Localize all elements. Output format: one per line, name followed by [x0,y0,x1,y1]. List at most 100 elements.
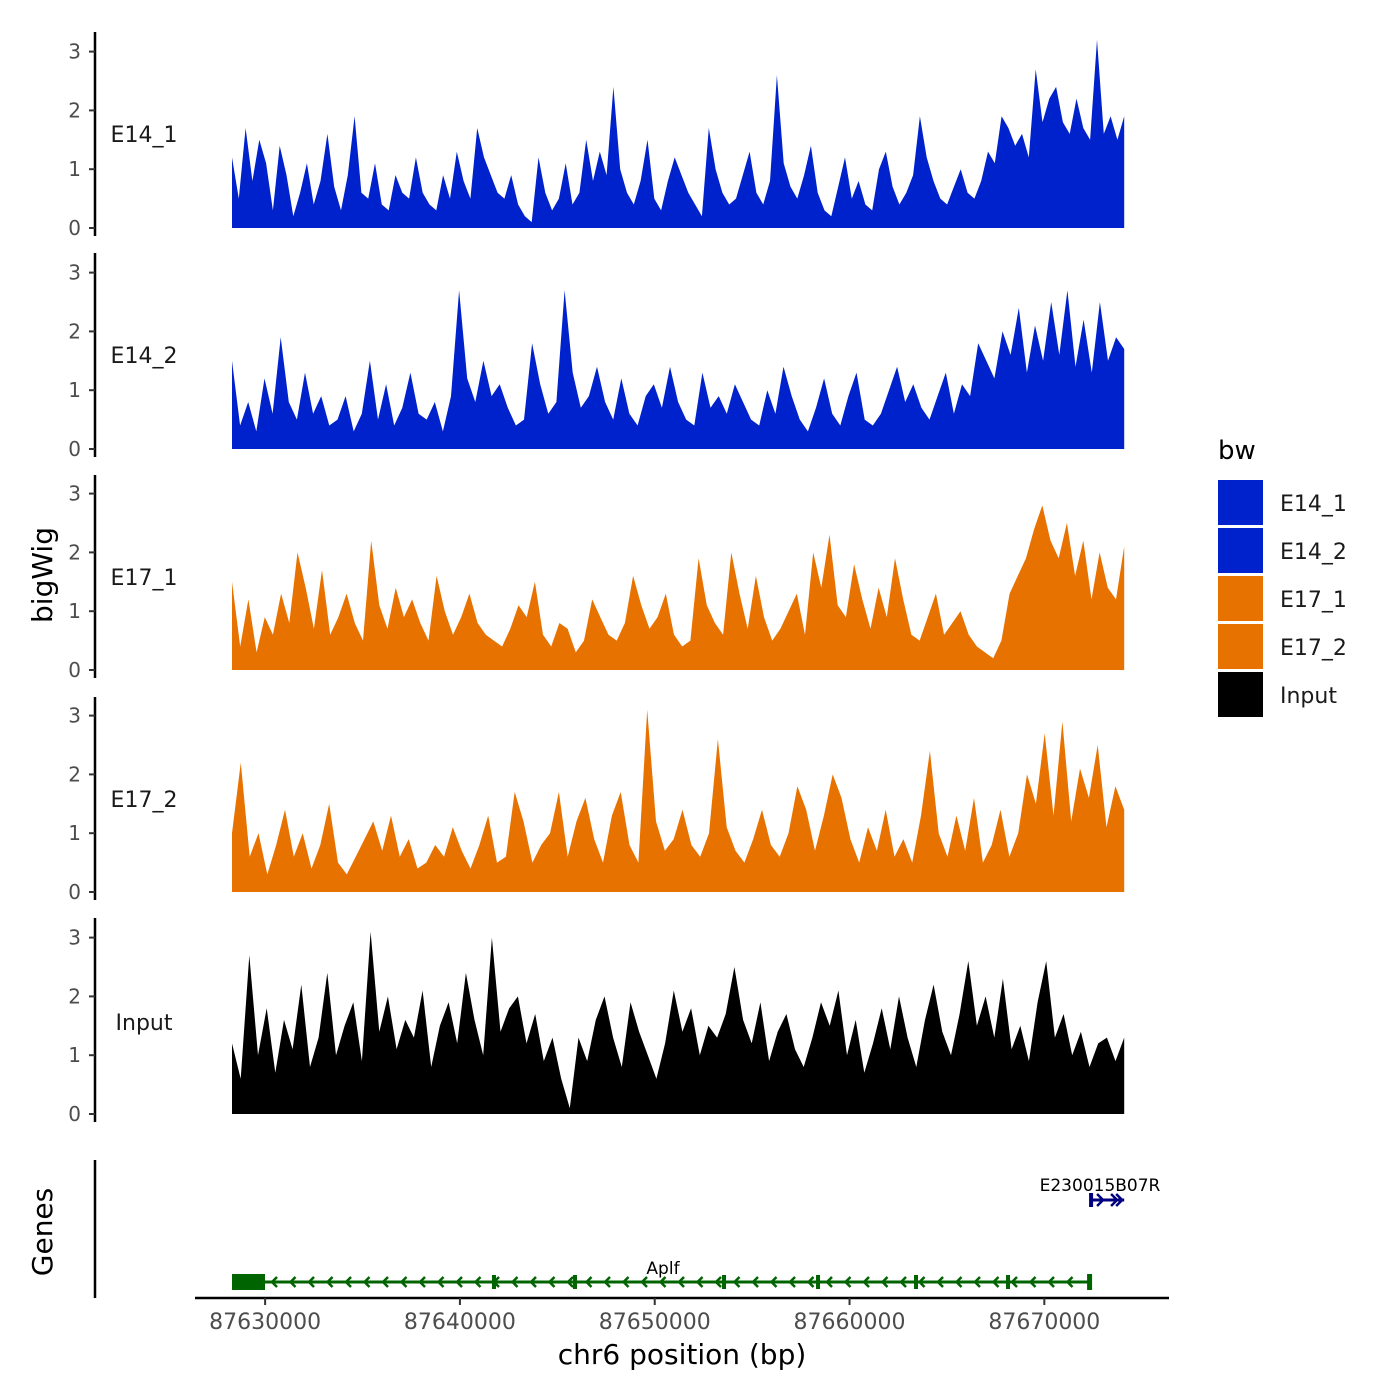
strand-arrow [899,1276,907,1288]
x-tick-label: 87640000 [404,1310,516,1335]
track-E14_2: 0 1 2 3 E14_2 [68,253,1125,461]
y-tick-label: 2 [68,98,81,122]
legend-swatch [1218,624,1263,669]
strand-arrow [640,1276,648,1288]
strand-arrow [880,1276,889,1288]
strand-arrow [991,1276,1000,1288]
legend: bw E14_1 E14_2 E17_1 E17_2 Input [1218,436,1347,717]
strand-arrow [1065,1276,1074,1288]
strand-arrow [1096,1193,1105,1207]
legend-entry-E17_1: E17_1 [1218,576,1347,621]
legend-entry-Input: Input [1218,672,1337,717]
track-label: E14_1 [111,123,178,148]
legend-entry-E14_2: E14_2 [1218,528,1347,573]
track-E17_1: 0 1 2 3 E17_1 [68,475,1125,682]
strand-arrow [973,1276,981,1288]
gene-label-Aplf: Aplf [646,1259,680,1279]
strand-arrow [344,1276,352,1288]
track-label: Input [116,1011,173,1036]
strand-arrow [362,1276,371,1288]
strand-arrow [825,1276,833,1288]
exon [722,1275,727,1289]
y-tick-label: 0 [68,658,81,682]
track-Input: 0 1 2 3 Input [68,918,1125,1126]
strand-arrow [473,1276,482,1288]
genes-track: Aplf E230015B07R [93,1160,1161,1298]
y-tick-label: 3 [68,926,81,950]
track-label: E17_1 [111,566,178,591]
legend-swatch [1218,672,1263,717]
legend-label: E17_2 [1280,636,1347,661]
y-axis-title: bigWig [26,527,59,623]
strand-arrow [270,1276,278,1288]
exon [1087,1274,1093,1290]
legend-label: Input [1280,684,1337,709]
strand-arrow [732,1276,741,1288]
gene-utr-block [232,1274,266,1290]
legend-entry-E17_2: E17_2 [1218,624,1347,669]
strand-arrow [677,1276,685,1288]
strand-arrow [1028,1276,1037,1288]
signal-tracks: 0 1 2 3 E14_1 0 1 2 3 E14_2 0 1 2 3 E17_1 0 1 2 3 E17_2 0 1 2 3… [68,32,1125,1126]
strand-arrow [325,1276,334,1288]
strand-arrow [436,1276,445,1288]
strand-arrow [695,1276,704,1288]
x-tick-label: 87650000 [599,1310,711,1335]
y-tick-label: 1 [68,1043,81,1067]
y-tick-label: 3 [68,704,81,728]
strand-arrow [418,1276,426,1288]
strand-arrow [917,1276,926,1288]
x-tick-label: 87670000 [988,1310,1100,1335]
y-tick-label: 1 [68,599,81,623]
legend-swatch [1218,528,1263,573]
exon [816,1275,821,1289]
y-tick-label: 0 [68,880,81,904]
y-tick-label: 2 [68,319,81,343]
gene-label-E230015B07R: E230015B07R [1040,1176,1161,1196]
strand-arrow [769,1276,778,1288]
x-axis-title: chr6 position (bp) [558,1338,807,1371]
gene-Aplf: Aplf [232,1259,1093,1290]
legend-title: bw [1218,436,1256,466]
strand-arrow [751,1276,759,1288]
track-E17_2: 0 1 2 3 E17_2 [68,697,1125,904]
signal-area-Input [232,931,1125,1114]
y-tick-label: 0 [68,216,81,240]
exon [914,1275,919,1289]
strand-arrow [566,1276,574,1288]
x-axis: 87630000 87640000 87650000 87660000 87670000 [195,1296,1169,1335]
signal-area-E14_1 [232,39,1125,228]
y-tick-label: 0 [68,437,81,461]
strand-arrow [307,1276,315,1288]
exon [492,1275,497,1289]
strand-arrow [1115,1193,1124,1207]
strand-arrow [788,1276,796,1288]
strand-arrow [603,1276,611,1288]
legend-label: E17_1 [1280,588,1347,613]
exon [1006,1275,1011,1289]
strand-arrow [381,1276,389,1288]
legend-swatch [1218,480,1263,525]
strand-arrow [658,1276,667,1288]
y-tick-label: 1 [68,378,81,402]
signal-area-E17_2 [232,709,1125,892]
gene-E230015B07R: E230015B07R [1040,1176,1161,1207]
signal-area-E17_1 [232,505,1125,670]
strand-arrow [547,1276,556,1288]
strand-arrow [510,1276,519,1288]
strand-arrow [954,1276,963,1288]
strand-arrow [862,1276,870,1288]
legend-entry-E14_1: E14_1 [1218,480,1347,525]
x-tick-label: 87630000 [209,1310,321,1335]
track-E14_1: 0 1 2 3 E14_1 [68,32,1125,240]
strand-arrow [936,1276,944,1288]
signal-area-E14_2 [232,290,1125,449]
exon [573,1275,578,1289]
strand-arrow [1047,1276,1055,1288]
track-label: E14_2 [111,344,178,369]
y-tick-label: 3 [68,482,81,506]
strand-arrow [288,1276,297,1288]
strand-arrow [843,1276,852,1288]
y-tick-label: 0 [68,1102,81,1126]
